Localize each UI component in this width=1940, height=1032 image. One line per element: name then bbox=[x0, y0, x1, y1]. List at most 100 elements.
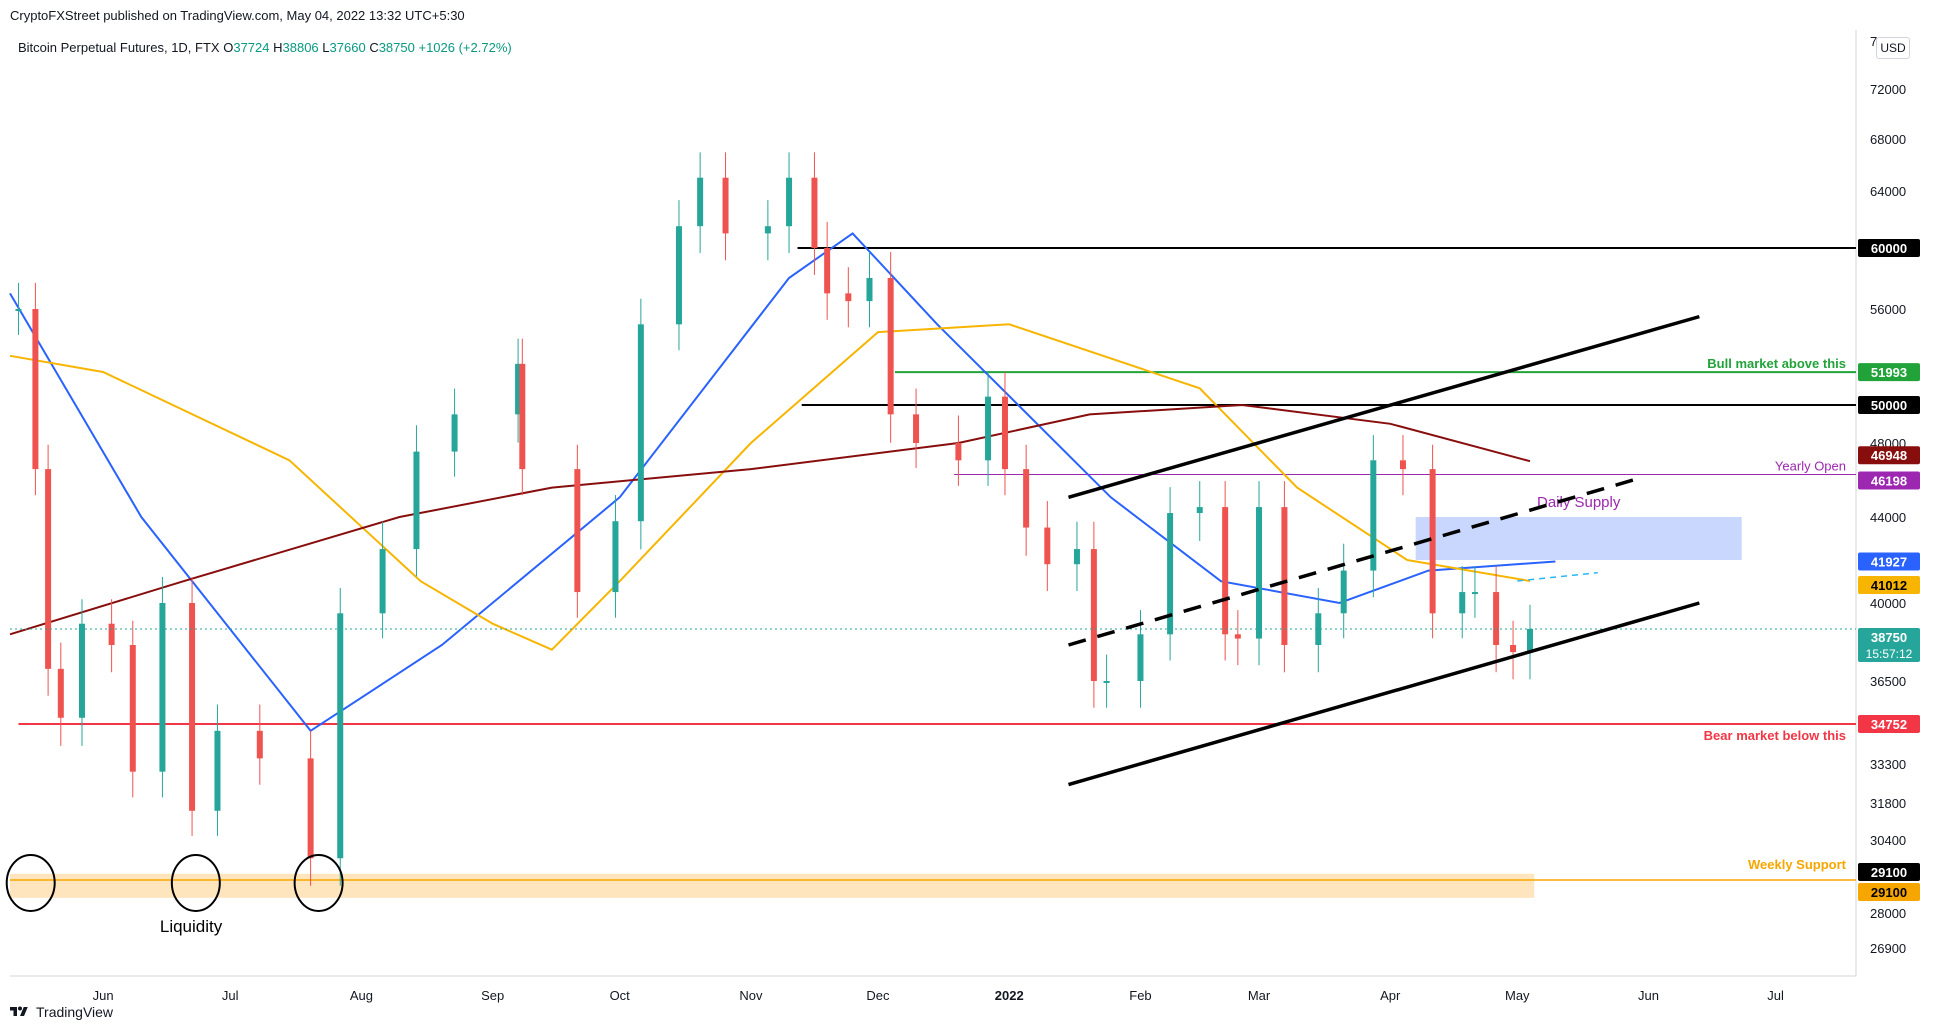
projection-line bbox=[1517, 571, 1598, 582]
y-tick-label: 72000 bbox=[1870, 82, 1906, 97]
candle-body bbox=[913, 414, 920, 443]
candle-body bbox=[811, 177, 818, 248]
candle-body bbox=[1234, 634, 1241, 639]
candle-body bbox=[337, 613, 344, 859]
candle-body bbox=[675, 226, 682, 325]
price-tag-value: 29100 bbox=[1871, 865, 1907, 880]
liquidity-circle bbox=[170, 853, 221, 912]
y-tick-label: 64000 bbox=[1870, 184, 1906, 199]
candle-body bbox=[379, 549, 386, 614]
candle-body bbox=[256, 730, 263, 759]
candle-body bbox=[1315, 613, 1322, 645]
candle-body bbox=[451, 414, 458, 452]
price-tag-value: 60000 bbox=[1871, 241, 1907, 256]
x-tick-label: Aug bbox=[350, 988, 373, 1003]
price-tag-bg bbox=[1858, 552, 1920, 571]
level-label: Bear market below this bbox=[1704, 728, 1846, 743]
price-tag-value: 29100 bbox=[1871, 885, 1907, 900]
candle-body bbox=[159, 603, 166, 772]
candle-body bbox=[1196, 507, 1203, 514]
x-tick-label: Jul bbox=[222, 988, 239, 1003]
x-tick-label: Mar bbox=[1248, 988, 1271, 1003]
x-tick-label: Nov bbox=[739, 988, 763, 1003]
symbol-legend: Bitcoin Perpetual Futures, 1D, FTX O3772… bbox=[18, 40, 512, 55]
price-tag-value: 38750 bbox=[1871, 630, 1907, 645]
candle-body bbox=[1167, 513, 1174, 635]
y-tick-label: 26900 bbox=[1870, 941, 1906, 956]
candle-body bbox=[78, 623, 85, 718]
x-tick-label: Oct bbox=[610, 988, 631, 1003]
candle-body bbox=[1510, 645, 1517, 653]
price-tag-bg bbox=[1858, 575, 1920, 594]
moving-average-line bbox=[9, 403, 1531, 636]
candle-body bbox=[1471, 592, 1478, 595]
price-tag-value: 46198 bbox=[1871, 473, 1907, 488]
candle-body bbox=[1429, 469, 1436, 614]
symbol-title: Bitcoin Perpetual Futures, 1D, FTX bbox=[18, 40, 220, 55]
y-tick-label: 30400 bbox=[1870, 833, 1906, 848]
price-tag-bg bbox=[1858, 239, 1920, 257]
x-tick-label: Apr bbox=[1380, 988, 1401, 1003]
y-tick-label: 33300 bbox=[1870, 757, 1906, 772]
change-value: +1026 (+2.72%) bbox=[418, 40, 512, 55]
candle-body bbox=[845, 293, 852, 302]
currency-button[interactable]: USD bbox=[1876, 37, 1910, 59]
candle-body bbox=[1073, 549, 1080, 565]
liquidity-circle bbox=[5, 853, 56, 912]
candle-body bbox=[1001, 396, 1008, 470]
trendline bbox=[1068, 601, 1700, 787]
candle-body bbox=[697, 177, 704, 227]
moving-average-line bbox=[9, 323, 1531, 651]
y-tick-label: 31800 bbox=[1870, 796, 1906, 811]
candle-body bbox=[786, 177, 793, 227]
price-tag-value: 46948 bbox=[1871, 448, 1907, 463]
x-tick-label: Dec bbox=[866, 988, 890, 1003]
daily-supply-zone bbox=[1415, 517, 1742, 560]
price-tag-bg bbox=[1858, 446, 1920, 465]
footer-brand[interactable]: TradingView bbox=[8, 1004, 113, 1020]
candle-body bbox=[519, 363, 526, 470]
price-tag-value: 41012 bbox=[1871, 578, 1907, 593]
candle-body bbox=[955, 443, 962, 461]
brand-name: TradingView bbox=[36, 1004, 114, 1020]
candle-body bbox=[887, 277, 894, 415]
trendline bbox=[1067, 476, 1641, 647]
candle-body bbox=[824, 248, 831, 294]
candle-body bbox=[1103, 681, 1110, 683]
close-value: 38750 bbox=[378, 40, 415, 55]
candle-body bbox=[214, 730, 221, 811]
price-tag-bg bbox=[1858, 883, 1920, 901]
moving-average-line bbox=[9, 232, 1556, 733]
candle-body bbox=[108, 623, 115, 645]
level-label: Bull market above this bbox=[1707, 356, 1846, 371]
candle-body bbox=[764, 226, 771, 234]
candle-body bbox=[307, 758, 314, 859]
candle-body bbox=[1281, 507, 1288, 645]
price-tag-bg bbox=[1858, 471, 1920, 490]
price-tag-countdown: 15:57:12 bbox=[1866, 647, 1913, 661]
y-tick-label: 56000 bbox=[1870, 302, 1906, 317]
x-tick-label: Feb bbox=[1129, 988, 1151, 1003]
candle-body bbox=[45, 469, 52, 669]
candle-body bbox=[57, 668, 64, 718]
trendline bbox=[1068, 314, 1700, 499]
candle-body bbox=[413, 451, 420, 550]
candle-body bbox=[1370, 460, 1377, 571]
candle-body bbox=[189, 603, 196, 811]
price-tag-value: 51993 bbox=[1871, 365, 1907, 380]
candle-body bbox=[574, 469, 581, 593]
candle-body bbox=[1399, 460, 1406, 470]
candle-body bbox=[612, 521, 619, 593]
candle-body bbox=[32, 309, 39, 470]
liquidity-circle bbox=[293, 853, 344, 912]
close-label: C bbox=[369, 40, 379, 55]
price-tag-value: 34752 bbox=[1871, 717, 1907, 732]
open-value: 37724 bbox=[233, 40, 270, 55]
open-label: O bbox=[223, 40, 234, 55]
candle-body bbox=[1459, 592, 1466, 614]
price-tag-bg bbox=[1858, 396, 1920, 414]
candle-body bbox=[1526, 628, 1533, 653]
candle-body bbox=[1090, 549, 1097, 681]
candle-body bbox=[129, 645, 136, 772]
